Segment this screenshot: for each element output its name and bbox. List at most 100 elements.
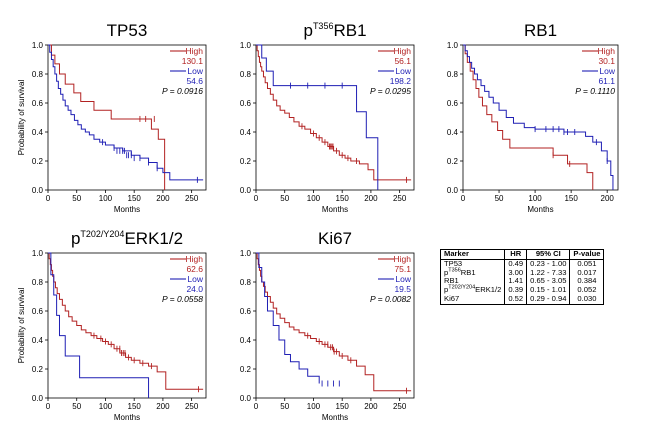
table-row: Ki67 0.52 0.29 - 0.94 0.030 xyxy=(441,294,604,305)
chart-2-xtick-label: 0 xyxy=(461,194,466,203)
chart-3-title-sup: T202/Y204 xyxy=(80,229,124,239)
chart-0-series-low-line xyxy=(48,44,204,181)
table-cell-ci: 0.15 - 1.01 xyxy=(526,285,570,295)
table-cell-marker: RB1 xyxy=(441,276,505,286)
chart-3-xtick-label: 200 xyxy=(156,402,170,411)
chart-3-xtick-label: 50 xyxy=(72,402,81,411)
table-cell-marker: pT356RB1 xyxy=(441,267,505,278)
chart-4-xtick-label: 50 xyxy=(280,402,289,411)
chart-3-ytick-label: 0.8 xyxy=(32,278,44,287)
chart-0-ytick-label: 0.6 xyxy=(32,99,44,108)
chart-0-title-base: TP53 xyxy=(107,21,148,40)
chart-0-legend-low-label: Low xyxy=(187,66,203,76)
chart-1-series-low-line xyxy=(256,44,379,190)
table-row: RB1 1.41 0.65 - 3.05 0.384 xyxy=(441,276,604,287)
chart-0-series-high-line xyxy=(48,44,166,190)
chart-1-legend-low-label: Low xyxy=(395,66,411,76)
table-cell-ci: 0.29 - 0.94 xyxy=(526,294,570,305)
chart-1-title-sup: T356 xyxy=(313,21,334,31)
chart-0-xtick-label: 150 xyxy=(128,194,142,203)
chart-4-title-base: Ki67 xyxy=(318,229,352,248)
table-row: TP53 0.49 0.23 - 1.00 0.051 xyxy=(441,259,604,269)
chart-0-ytick-label: 0.8 xyxy=(32,70,44,79)
chart-0-ytick-label: 0.4 xyxy=(32,128,44,137)
chart-3-xtick-label: 150 xyxy=(128,402,142,411)
chart-2-ytick-label: 0.6 xyxy=(447,99,459,108)
chart-4: Ki67 0.0 0.2 0.4 0.6 0.8 1.0 0 50 100 150 200 250 Mon… xyxy=(240,229,415,422)
chart-0-legend-low-value: 54.6 xyxy=(186,76,203,86)
chart-1-ytick-label: 1.0 xyxy=(240,41,252,50)
chart-4-legend-high-label: High xyxy=(394,254,412,264)
chart-3-xlabel: Months xyxy=(114,413,140,422)
table-cell-marker: TP53 xyxy=(441,259,505,268)
chart-4-ytick-label: 0.8 xyxy=(240,278,252,287)
chart-0-xtick-label: 0 xyxy=(46,194,51,203)
chart-3-xtick-label: 100 xyxy=(99,402,113,411)
table-row: pT202/Y204ERK1/2 0.39 0.15 - 1.01 0.052 xyxy=(441,285,604,295)
chart-3-xtick-label: 0 xyxy=(46,402,51,411)
chart-2-ytick-label: 1.0 xyxy=(447,41,459,50)
chart-1-ytick-label: 0.0 xyxy=(240,186,252,195)
chart-3-pvalue: P = 0.0558 xyxy=(162,294,203,304)
chart-2: RB1 0.0 0.2 0.4 0.6 0.8 1.0 0 50 100 150 200 Months H… xyxy=(447,21,619,214)
chart-2-xtick-label: 100 xyxy=(528,194,542,203)
chart-2-ytick-label: 0.2 xyxy=(447,157,459,166)
chart-3-legend-high-label: High xyxy=(186,254,204,264)
chart-0-xtick-label: 200 xyxy=(156,194,170,203)
table-cell-hr: 1.41 xyxy=(504,277,527,287)
marker-superscript: T356 xyxy=(448,267,461,274)
chart-1-legend-high-label: High xyxy=(394,46,412,56)
table-cell-p: 0.017 xyxy=(569,268,604,278)
chart-1-ytick-label: 0.2 xyxy=(240,157,252,166)
chart-4-xlabel: Months xyxy=(322,413,348,422)
table-cell-p: 0.052 xyxy=(569,285,604,295)
chart-1-legend-low-value: 198.2 xyxy=(390,76,412,86)
chart-2-xtick-label: 50 xyxy=(495,194,504,203)
chart-1-xlabel: Months xyxy=(322,205,348,214)
chart-2-pvalue: P = 0.1110 xyxy=(575,86,615,96)
chart-4-legend-low-label: Low xyxy=(395,274,411,284)
chart-3-ylabel: Probability of survival xyxy=(17,287,26,363)
table-header-pvalue: P-value xyxy=(569,249,604,260)
chart-2-ytick-label: 0.8 xyxy=(447,70,459,79)
table-cell-p: 0.051 xyxy=(569,259,604,269)
marker-name: RB1 xyxy=(444,276,459,286)
chart-3-series-low-line xyxy=(48,252,150,398)
table-cell-marker: pT202/Y204ERK1/2 xyxy=(441,285,505,295)
chart-3-ytick-label: 0.0 xyxy=(32,394,44,403)
chart-3-ytick-label: 0.2 xyxy=(32,365,44,374)
chart-2-series-low-line xyxy=(463,44,614,190)
table-cell-hr: 0.49 xyxy=(504,259,527,269)
chart-2-title-base: RB1 xyxy=(524,21,557,40)
chart-1-xtick-label: 250 xyxy=(393,194,407,203)
chart-1-pvalue: P = 0.0295 xyxy=(370,86,411,96)
chart-0-xtick-label: 50 xyxy=(72,194,81,203)
chart-3-legend-low-value: 24.0 xyxy=(186,284,203,294)
chart-4-ytick-label: 0.6 xyxy=(240,307,252,316)
chart-3-frame xyxy=(47,252,207,399)
chart-1: pT356RB1 0.0 0.2 0.4 0.6 0.8 1.0 0 50 100 150 200 25… xyxy=(240,21,415,214)
chart-2-title: RB1 xyxy=(524,21,557,40)
table-cell-hr: 0.39 xyxy=(504,285,527,295)
chart-4-ytick-label: 1.0 xyxy=(240,249,252,258)
chart-0: TP53 0.0 0.2 0.4 0.6 0.8 1.0 0 50 100 150 200 250 Mon… xyxy=(17,21,207,214)
table-cell-ci: 1.22 - 7.33 xyxy=(526,268,570,278)
chart-2-xlabel: Months xyxy=(527,205,553,214)
chart-1-xtick-label: 200 xyxy=(364,194,378,203)
chart-1-ytick-label: 0.6 xyxy=(240,99,252,108)
chart-4-pvalue: P = 0.0082 xyxy=(370,294,411,304)
table-cell-p: 0.384 xyxy=(569,277,604,287)
chart-0-legend-high-label: High xyxy=(186,46,204,56)
table-header-ci: 95% CI xyxy=(526,249,570,260)
chart-3-legend-high-value: 62.6 xyxy=(186,264,203,274)
chart-2-ytick-label: 0.0 xyxy=(447,186,459,195)
chart-3: pT202/Y204ERK1/2 0.0 0.2 0.4 0.6 0.8 1.0 0 50 100… xyxy=(17,229,207,422)
chart-4-ytick-label: 0.2 xyxy=(240,365,252,374)
table-cell-ci: 0.65 - 3.05 xyxy=(526,277,570,287)
chart-2-legend-low-value: 61.1 xyxy=(598,76,615,86)
chart-2-series-high-line xyxy=(463,44,594,190)
table-cell-hr: 0.52 xyxy=(504,294,527,305)
marker-name: p xyxy=(444,285,449,295)
chart-0-xtick-label: 100 xyxy=(99,194,113,203)
